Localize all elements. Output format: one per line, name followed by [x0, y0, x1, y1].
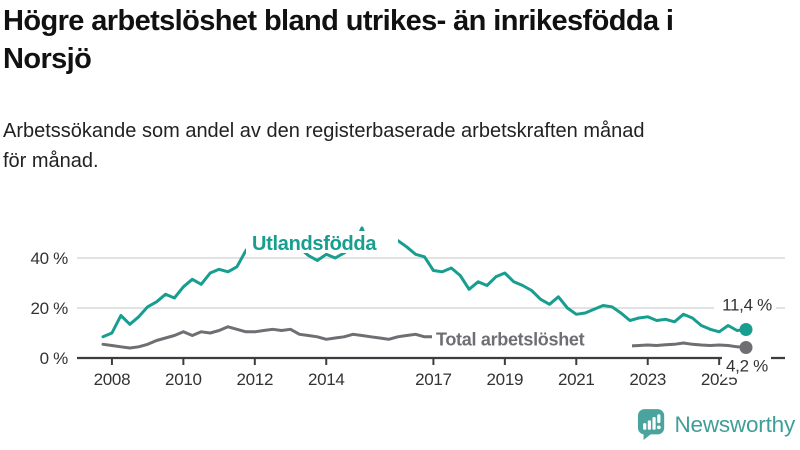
y-tick-label-20: 20 % — [30, 299, 68, 318]
title-line-1: Högre arbetslöshet bland utrikes- än inr… — [3, 5, 674, 37]
series-endpoint-total-arbetsloshet — [739, 341, 753, 354]
x-tick-label-2012: 2012 — [236, 370, 273, 389]
series-label-total-arbetsloshet: Total arbetslöshet — [436, 330, 585, 350]
series-label-utlandsfodda: Utlandsfödda — [252, 233, 377, 255]
end-value-label-utlandsfodda: 11,4 % — [722, 296, 772, 315]
line-chart: 0 % 20 % 40 % 2008 2010 2012 2014 2017 2019 2021 2… — [0, 205, 800, 400]
chart-subtitle: Arbetssökande som andel av den registerb… — [3, 116, 797, 176]
page-title: Högre arbetslöshet bland utrikes- än inr… — [3, 2, 797, 78]
x-tick-label-2019: 2019 — [487, 370, 524, 389]
subtitle-line-1: Arbetssökande som andel av den registerb… — [3, 120, 645, 142]
label-halo-utlandsfodda — [246, 231, 398, 253]
y-tick-label-40: 40 % — [30, 249, 68, 268]
x-tick-label-2023: 2023 — [629, 370, 666, 389]
x-tick-label-2014: 2014 — [308, 370, 345, 389]
series-line-utlandsfodda — [101, 226, 748, 339]
x-tick-label-2008: 2008 — [94, 370, 131, 389]
end-value-label-total-arbetsloshet: 4,2 % — [726, 357, 768, 376]
y-tick-label-0: 0 % — [40, 349, 69, 368]
end-label-halo-total-arbetsloshet — [722, 355, 771, 378]
newsworthy-logo: Newsworthy — [637, 408, 795, 442]
series-endpoint-utlandsfodda — [739, 323, 753, 336]
title-line-2: Norsjö — [3, 43, 92, 75]
x-tick-label-2017: 2017 — [415, 370, 452, 389]
newsworthy-icon — [638, 409, 665, 440]
x-tick-label-2010: 2010 — [165, 370, 202, 389]
series-line-total-arbetsloshet — [101, 325, 748, 350]
chart-svg: 0 % 20 % 40 % 2008 2010 2012 2014 2017 2019 2021 2… — [30, 226, 785, 389]
end-label-halo-utlandsfodda — [714, 296, 776, 315]
x-tick-label-2021: 2021 — [558, 370, 595, 389]
label-halo-total-arbetsloshet — [432, 329, 632, 350]
subtitle-line-2: för månad. — [3, 150, 99, 172]
newsworthy-wordmark: Newsworthy — [674, 412, 795, 437]
